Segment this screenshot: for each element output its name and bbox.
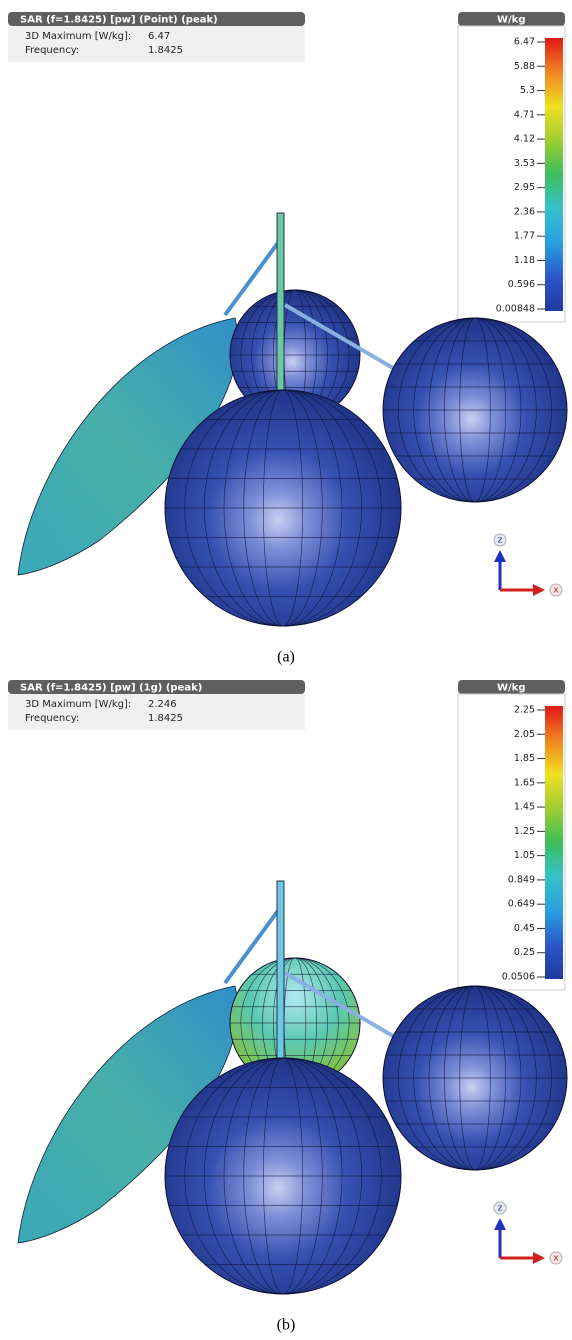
legend-tick-label: 2.36 [514,206,535,217]
info-value: 1.8425 [148,713,183,724]
axis-z-head [494,550,506,562]
axis-z-label: z [498,536,503,546]
legend-tick-label: 1.05 [514,850,535,861]
axis-x-label: x [553,586,559,596]
axis-x-head [533,1252,545,1264]
info-label: Frequency: [25,45,79,56]
legend-tick-label: 0.25 [514,947,535,958]
legend-tick-label: 0.649 [508,899,535,910]
color-bar [545,38,563,311]
rod [277,213,284,403]
legend-tick-label: 5.3 [520,85,535,96]
legend-tick-label: 1.85 [514,753,535,764]
panel: SAR (f=1.8425) [pw] (Point) (peak) 3D Max… [8,12,567,666]
info-label: 3D Maximum [W/kg]: [25,699,131,710]
legend-unit: W/kg [497,15,526,26]
legend-tick-label: 1.45 [514,802,535,813]
info-value: 2.246 [148,699,177,710]
legend-tick-label: 6.47 [514,37,535,48]
info-label: Frequency: [25,713,79,724]
axis-z-head [494,1218,506,1230]
info-label: 3D Maximum [W/kg]: [25,31,131,42]
legend-tick-label: 2.95 [514,182,535,193]
legend-tick-label: 0.596 [508,279,535,290]
legend-tick-label: 2.05 [514,729,535,740]
legend-tick-label: 1.18 [514,255,535,266]
axis-x-label: x [553,1254,559,1264]
legend-unit: W/kg [497,683,526,694]
info-value: 6.47 [148,31,170,42]
info-value: 1.8425 [148,45,183,56]
panel: SAR (f=1.8425) [pw] (1g) (peak) 3D Maximu… [8,680,567,1334]
legend-tick-label: 1.65 [514,777,535,788]
legend-tick-label: 4.12 [514,134,535,145]
legend-tick-label: 0.45 [514,923,535,934]
legend-tick-label: 3.53 [514,158,535,169]
caption: (a) [277,649,295,666]
figure: SAR (f=1.8425) [pw] (Point) (peak) 3D Max… [0,0,572,1340]
legend-tick-label: 1.77 [514,231,535,242]
info-title: SAR (f=1.8425) [pw] (Point) (peak) [20,15,218,26]
info-title: SAR (f=1.8425) [pw] (1g) (peak) [20,683,202,694]
legend-tick-label: 4.71 [514,109,535,120]
legend-tick-label: 1.25 [514,826,535,837]
axis-z-label: z [498,1204,503,1214]
legend-tick-label: 0.849 [508,874,535,885]
caption: (b) [277,1317,296,1334]
legend-tick-label: 0.0506 [502,972,535,983]
legend-tick-label: 0.00848 [496,304,535,315]
color-bar [545,706,563,979]
legend-tick-label: 2.25 [514,705,535,716]
legend-tick-label: 5.88 [514,61,535,72]
axis-x-head [533,584,545,596]
rod [277,881,284,1071]
